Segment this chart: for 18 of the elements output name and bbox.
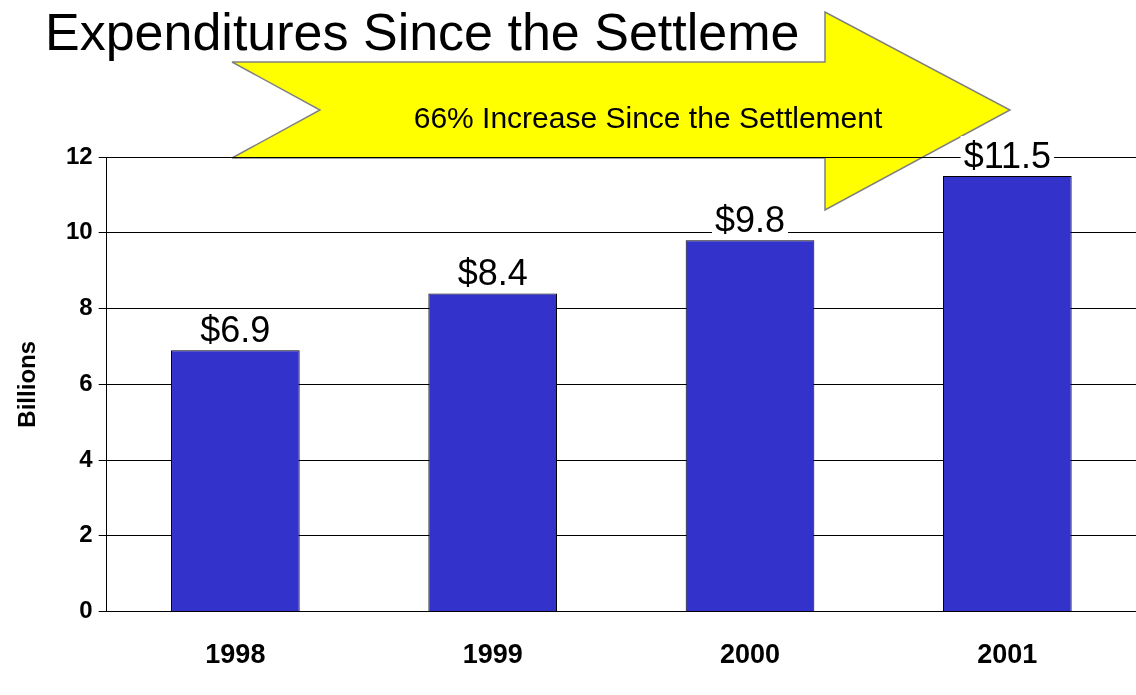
- y-tick-label: 8: [79, 293, 93, 321]
- data-label: $8.4: [457, 252, 528, 294]
- y-tick-label: 2: [79, 520, 93, 548]
- chart-title: Expenditures Since the Settleme: [45, 3, 800, 61]
- x-tick-label: 2001: [977, 639, 1038, 670]
- data-label: $6.9: [200, 309, 271, 351]
- y-tick-label: 6: [79, 368, 93, 396]
- y-tick-label: 0: [79, 596, 93, 624]
- data-label: $11.5: [963, 134, 1052, 176]
- data-label: $9.8: [714, 199, 786, 241]
- x-tick-label: 1998: [205, 639, 266, 670]
- text: 66% Increase Since the Settlement: [413, 101, 883, 134]
- x-tick-label: 2000: [719, 639, 781, 670]
- y-tick-label: 10: [65, 217, 93, 245]
- y-tick-label: 12: [65, 141, 93, 169]
- x-tick-label: 1999: [462, 639, 523, 670]
- y-tick-label: 4: [79, 444, 94, 472]
- y-axis-title: Billions: [13, 340, 40, 428]
